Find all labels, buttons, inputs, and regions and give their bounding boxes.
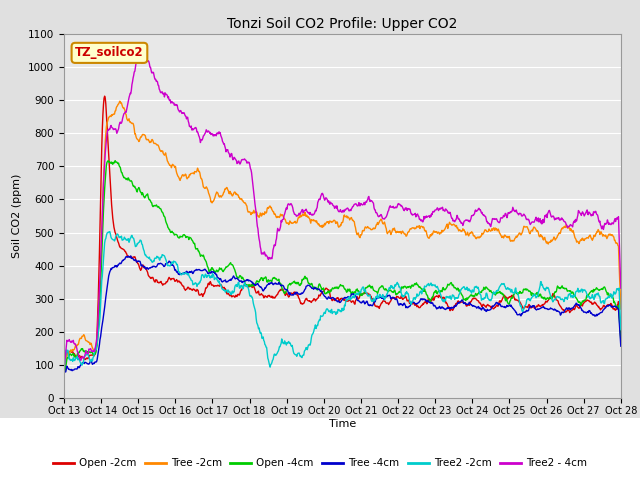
X-axis label: Time: Time	[329, 419, 356, 429]
Legend: Open -2cm, Tree -2cm, Open -4cm, Tree -4cm, Tree2 -2cm, Tree2 - 4cm: Open -2cm, Tree -2cm, Open -4cm, Tree -4…	[49, 454, 591, 472]
Text: TZ_soilco2: TZ_soilco2	[75, 47, 144, 60]
Title: Tonzi Soil CO2 Profile: Upper CO2: Tonzi Soil CO2 Profile: Upper CO2	[227, 17, 458, 31]
Y-axis label: Soil CO2 (ppm): Soil CO2 (ppm)	[12, 174, 22, 258]
